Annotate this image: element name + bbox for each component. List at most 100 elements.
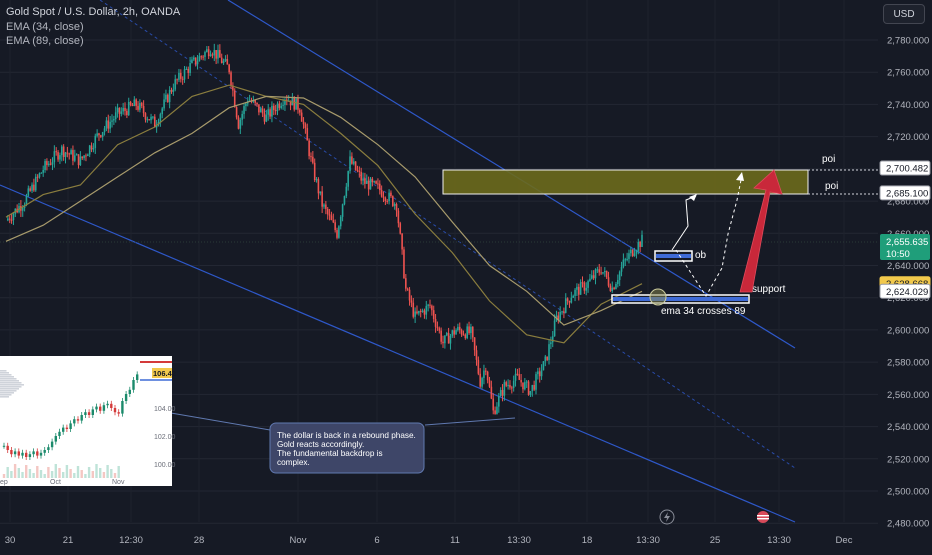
symbol-title[interactable]: Gold Spot / U.S. Dollar, 2h, OANDA [6,6,181,18]
candle-body [635,250,638,254]
candle-body [278,103,281,108]
candle-body [215,50,217,59]
projection-path-dashed [675,174,743,297]
inset-axis-label: 100.00 [154,462,176,469]
inset-candle [76,419,80,421]
candle-body [390,192,392,197]
candle-body [527,381,530,395]
inset-volume-profile [0,390,17,392]
candle-body [598,269,601,273]
inset-volume-bar [36,466,39,478]
price-axis[interactable]: 2,480.000 2,500.000 2,520.000 2,540.000 2,56… [878,0,932,550]
ema34-line [5,84,643,344]
inset-candle [58,431,61,436]
candle-body [66,152,69,154]
time-tick-label: 13:30 [507,535,531,546]
candle-body [159,114,162,123]
candle-body [96,133,98,136]
inset-candle [113,408,117,413]
ema89-legend[interactable]: EMA (89, close) [6,35,84,47]
candle-body [631,249,634,256]
candle-body [131,105,134,107]
inset-axis-label: 104.00 [154,406,176,413]
ema34-legend[interactable]: EMA (34, close) [6,21,84,33]
candle-body [317,179,320,194]
inset-volume-bar [87,467,91,478]
candle-body [399,223,402,234]
note-text: The dollar is back in a rebound phase. [277,431,416,440]
candle-body [546,356,548,360]
inset-volume-profile [0,370,7,372]
candle-body [561,311,563,313]
time-tick-label: 6 [374,535,379,546]
candle-body [349,156,351,172]
candle-body [12,213,15,221]
candle-body [299,109,301,113]
candle-body [345,186,348,197]
candle-body [416,311,418,314]
inset-candle [54,436,57,442]
time-axis[interactable]: 30 21 12:30 28 Nov 6 11 13:30 18 13:30 25 13:30 Dec [0,530,878,550]
lightning-icon [659,509,675,525]
candle-body [60,146,63,156]
time-tick-label: 13:30 [767,535,791,546]
candle-body [455,330,457,335]
inset-volume-bar [106,465,109,478]
candle-body [325,204,327,209]
candle-body [332,220,335,223]
lightning-glyph [664,512,670,522]
inset-candle [73,419,76,424]
candle-body [509,384,511,388]
candle-body [85,155,87,157]
candle-body [628,253,630,259]
candle-body [336,230,338,238]
inset-candle [102,405,106,411]
price-tick-label: 2,500.000 [887,487,929,498]
candle-body [486,371,489,381]
candle-body [564,298,567,313]
inset-candle [47,447,50,450]
candle-body [540,370,543,377]
inset-volume-bar [50,471,54,478]
candle-body [312,156,314,163]
time-tick-label: Nov [290,535,307,546]
time-tick-label: 28 [194,535,205,546]
candle-body [563,311,565,313]
candle-body [611,287,614,292]
candle-body [375,181,377,184]
candle-body [21,207,24,211]
candle-body [220,57,223,64]
inset-volume-bar [95,464,98,478]
candle-body [604,270,606,273]
candle-body [202,56,204,58]
candle-body [618,271,621,281]
candle-body [113,119,115,121]
poi-zone [442,169,809,195]
inset-volume-bar [39,470,43,478]
inset-volume-profile [0,384,24,386]
candle-body [507,384,509,386]
price-tick-label: 2,740.000 [887,100,929,111]
candle-body [600,272,602,274]
price-tick-label: 2,520.000 [887,454,929,465]
currency-button[interactable]: USD [883,4,925,24]
candle-body [365,180,368,184]
inset-candle [25,452,28,457]
candle-body [418,310,420,314]
candle-body [29,188,31,191]
candle-body [585,287,588,291]
candle-body [484,370,487,372]
candle-body [620,266,623,272]
candle-body [449,335,452,344]
note-text: complex. [277,458,310,467]
candle-body [174,79,177,90]
candle-body [153,116,156,128]
candle-body [178,72,180,80]
candle-body [605,270,608,278]
price-axis-bg [878,0,932,550]
candle-body [105,120,108,129]
ema-cross-marker [649,288,667,306]
candle-body [57,152,59,160]
